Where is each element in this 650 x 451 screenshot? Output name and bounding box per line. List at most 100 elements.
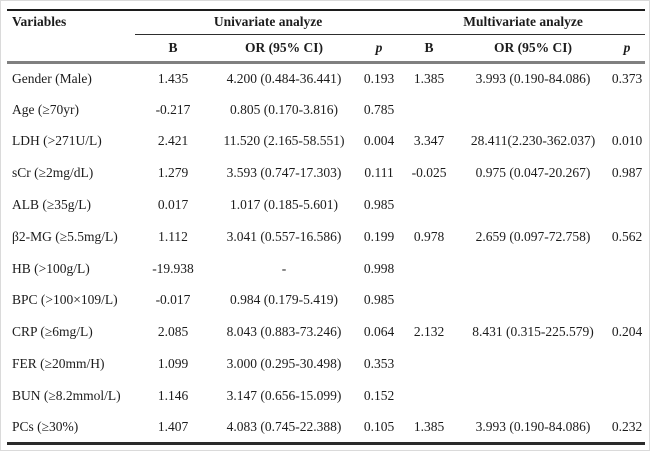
cell-variable: BPC (>100×109/L) — [12, 292, 118, 308]
table-row: sCr (≥2mg/dL) 1.279 3.593 (0.747-17.303)… — [7, 157, 645, 189]
cell-multi-b: 2.132 — [413, 324, 445, 340]
cell-variable: HB (>100g/L) — [12, 260, 90, 276]
table-row: β2-MG (≥5.5mg/L) 1.112 3.041 (0.557-16.5… — [7, 221, 645, 253]
cell-variable: BUN (≥8.2mmol/L) — [12, 387, 121, 403]
cell-multi-or — [457, 253, 609, 285]
cell-uni-p: 0.152 — [363, 387, 395, 403]
cell-uni-b: -0.017 — [155, 292, 191, 308]
cell-variable: PCs (≥30%) — [12, 418, 79, 434]
cell-multi-or: 0.975 (0.047-20.267) — [475, 165, 591, 181]
cell-uni-or: 3.147 (0.656-15.099) — [226, 387, 342, 403]
cell-multi-or — [457, 189, 609, 221]
column-header-multi-b: B — [401, 34, 458, 64]
cell-multi-p: 0.204 — [611, 324, 643, 340]
group-header-multivariate: Multivariate analyze — [401, 10, 646, 35]
cell-uni-p: 0.004 — [363, 133, 395, 149]
sub-header-row: B OR (95% CI) p B OR (95% CI) p — [7, 34, 646, 64]
cell-variable: LDH (>271U/L) — [12, 133, 102, 149]
cell-uni-p: 0.111 — [364, 165, 394, 181]
cell-uni-b: -0.217 — [155, 101, 191, 117]
cell-uni-p: 0.998 — [363, 260, 395, 276]
cell-multi-or: 2.659 (0.097-72.758) — [475, 228, 591, 244]
cell-multi-p: 0.010 — [611, 133, 643, 149]
cell-variable: CRP (≥6mg/L) — [12, 324, 93, 340]
cell-multi-p: 0.562 — [611, 228, 643, 244]
column-header-multi-or: OR (95% CI) — [457, 34, 610, 64]
cell-multi-b: -0.025 — [411, 165, 447, 181]
cell-uni-p: 0.785 — [363, 101, 395, 117]
cell-uni-b: -19.938 — [152, 260, 194, 276]
cell-multi-p: 0.987 — [611, 165, 643, 181]
table-row: BUN (≥8.2mmol/L) 1.146 3.147 (0.656-15.0… — [7, 380, 645, 412]
cell-uni-or: 3.000 (0.295-30.498) — [226, 356, 342, 372]
cell-uni-p: 0.105 — [363, 418, 395, 434]
cell-multi-or: 28.411(2.230-362.037) — [470, 133, 596, 149]
cell-multi-p — [609, 348, 645, 380]
cell-uni-b: 1.407 — [157, 418, 189, 434]
regression-results-table: Variables Univariate analyze Multivariat… — [7, 9, 646, 446]
column-header-uni-p: p — [357, 34, 402, 64]
cell-uni-b: 0.017 — [157, 197, 189, 213]
cell-uni-b: 2.421 — [157, 133, 189, 149]
cell-multi-b: 3.347 — [413, 133, 445, 149]
table-row: Gender (Male) 1.435 4.200 (0.484-36.441)… — [7, 62, 645, 94]
cell-multi-p — [609, 94, 645, 126]
cell-multi-p — [609, 285, 645, 317]
cell-uni-or: 8.043 (0.883-73.246) — [226, 324, 342, 340]
cell-multi-b — [401, 189, 457, 221]
cell-multi-p: 0.373 — [611, 70, 643, 86]
cell-multi-or — [457, 94, 609, 126]
cell-multi-b — [401, 285, 457, 317]
table-row: ALB (≥35g/L) 0.017 1.017 (0.185-5.601) 0… — [7, 189, 645, 221]
table-row: Age (≥70yr) -0.217 0.805 (0.170-3.816) 0… — [7, 94, 645, 126]
table-row: BPC (>100×109/L) -0.017 0.984 (0.179-5.4… — [7, 285, 645, 317]
cell-uni-b: 1.099 — [157, 356, 189, 372]
group-header-univariate: Univariate analyze — [135, 10, 402, 35]
cell-uni-or: 3.593 (0.747-17.303) — [226, 165, 342, 181]
cell-multi-b — [401, 253, 457, 285]
table-row: HB (>100g/L) -19.938 - 0.998 — [7, 253, 645, 285]
column-header-variables: Variables — [7, 10, 135, 64]
cell-multi-p — [609, 189, 645, 221]
cell-multi-b: 0.978 — [413, 228, 445, 244]
cell-variable: Age (≥70yr) — [12, 101, 80, 117]
cell-uni-p: 0.985 — [363, 197, 395, 213]
table-row: PCs (≥30%) 1.407 4.083 (0.745-22.388) 0.… — [7, 412, 645, 444]
cell-uni-p: 0.985 — [363, 292, 395, 308]
cell-uni-p: 0.193 — [363, 70, 395, 86]
cell-multi-or: 8.431 (0.315-225.579) — [472, 324, 594, 340]
cell-multi-or — [457, 348, 609, 380]
column-header-uni-b: B — [135, 34, 211, 64]
table-row: CRP (≥6mg/L) 2.085 8.043 (0.883-73.246) … — [7, 316, 645, 348]
cell-uni-p: 0.199 — [363, 228, 395, 244]
cell-uni-or: 11.520 (2.165-58.551) — [223, 133, 345, 149]
cell-uni-p: 0.353 — [363, 356, 395, 372]
cell-variable: FER (≥20mm/H) — [12, 356, 105, 372]
cell-uni-or: - — [281, 260, 287, 276]
cell-uni-or: 4.200 (0.484-36.441) — [226, 70, 342, 86]
table-row: FER (≥20mm/H) 1.099 3.000 (0.295-30.498)… — [7, 348, 645, 380]
cell-uni-b: 2.085 — [157, 324, 189, 340]
cell-multi-or: 3.993 (0.190-84.086) — [475, 418, 591, 434]
cell-multi-b — [401, 94, 457, 126]
cell-multi-b: 1.385 — [413, 418, 445, 434]
cell-uni-b: 1.112 — [158, 228, 188, 244]
cell-uni-b: 1.146 — [157, 387, 189, 403]
cell-multi-p — [609, 253, 645, 285]
cell-multi-b — [401, 348, 457, 380]
cell-variable: Gender (Male) — [12, 70, 92, 86]
column-header-uni-or: OR (95% CI) — [211, 34, 357, 64]
cell-variable: ALB (≥35g/L) — [12, 197, 92, 213]
table-row: LDH (>271U/L) 2.421 11.520 (2.165-58.551… — [7, 126, 645, 158]
cell-multi-or — [457, 285, 609, 317]
cell-uni-or: 0.984 (0.179-5.419) — [230, 292, 338, 308]
cell-multi-p — [609, 380, 645, 412]
cell-uni-or: 1.017 (0.185-5.601) — [230, 197, 338, 213]
cell-multi-p: 0.232 — [611, 418, 643, 434]
cell-multi-b: 1.385 — [413, 70, 445, 86]
cell-uni-or: 4.083 (0.745-22.388) — [226, 418, 342, 434]
group-header-row: Variables Univariate analyze Multivariat… — [7, 10, 646, 64]
cell-uni-b: 1.435 — [157, 70, 189, 86]
column-header-multi-p: p — [609, 34, 646, 64]
